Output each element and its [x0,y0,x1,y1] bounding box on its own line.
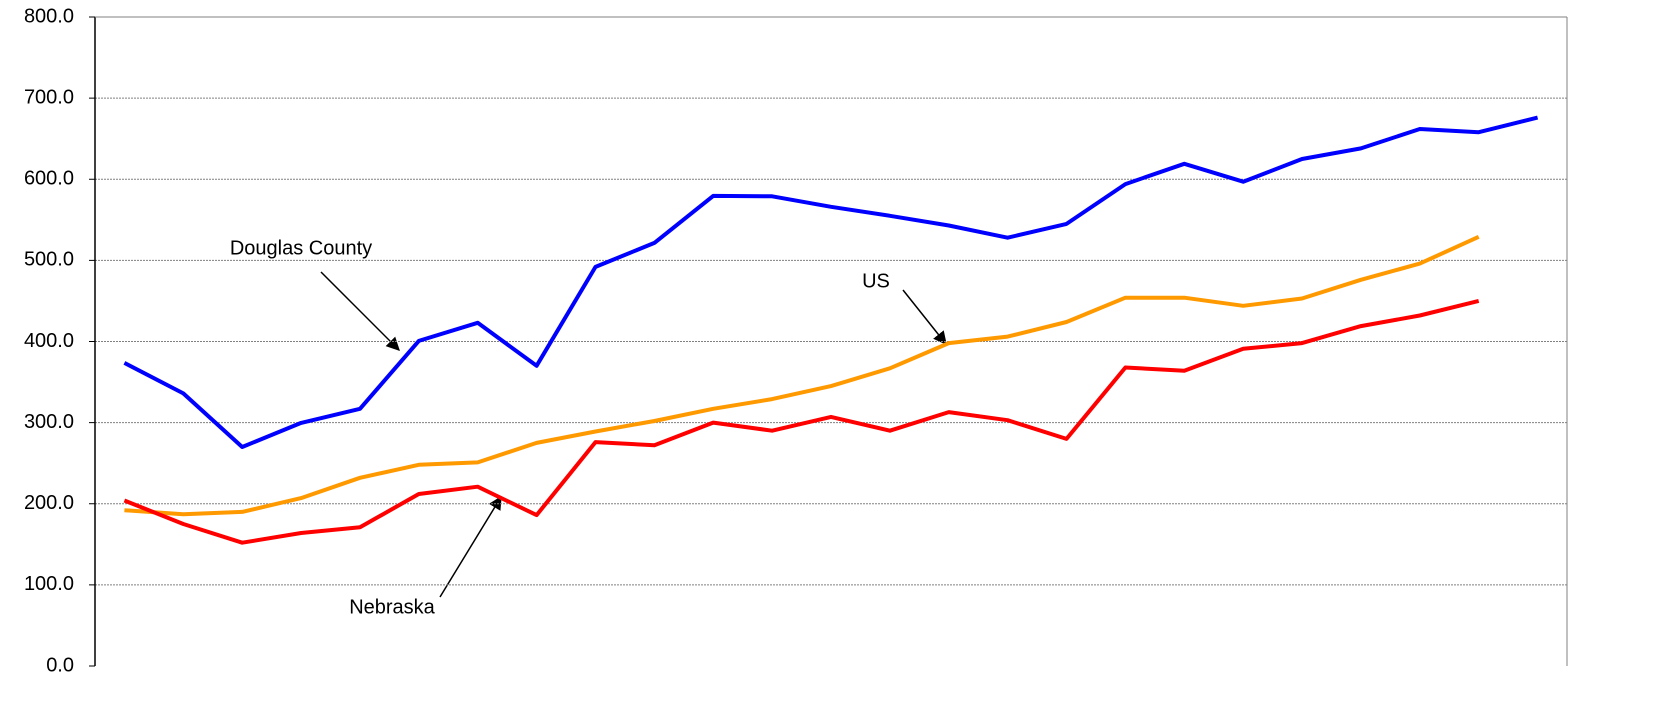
series-line [123,115,1539,449]
series-line [123,298,1480,545]
annotation: US [862,270,890,292]
arrow [320,271,400,351]
y-tick-label: 800.0 [24,5,74,27]
arrow [439,495,502,598]
y-tick-label: 500.0 [24,249,74,271]
y-tick-label: 200.0 [24,492,74,514]
y-tick-label: 100.0 [24,573,74,595]
y-tick-label: 400.0 [24,330,74,352]
y-tick-label: 700.0 [24,86,74,108]
annotation: Douglas County [230,237,372,259]
annotation: Nebraska [349,596,435,618]
y-tick-label: 0.0 [46,654,74,676]
y-tick-label: 300.0 [24,411,74,433]
arrow [902,289,947,346]
series-line [124,234,1480,517]
y-tick-label: 600.0 [24,168,74,190]
